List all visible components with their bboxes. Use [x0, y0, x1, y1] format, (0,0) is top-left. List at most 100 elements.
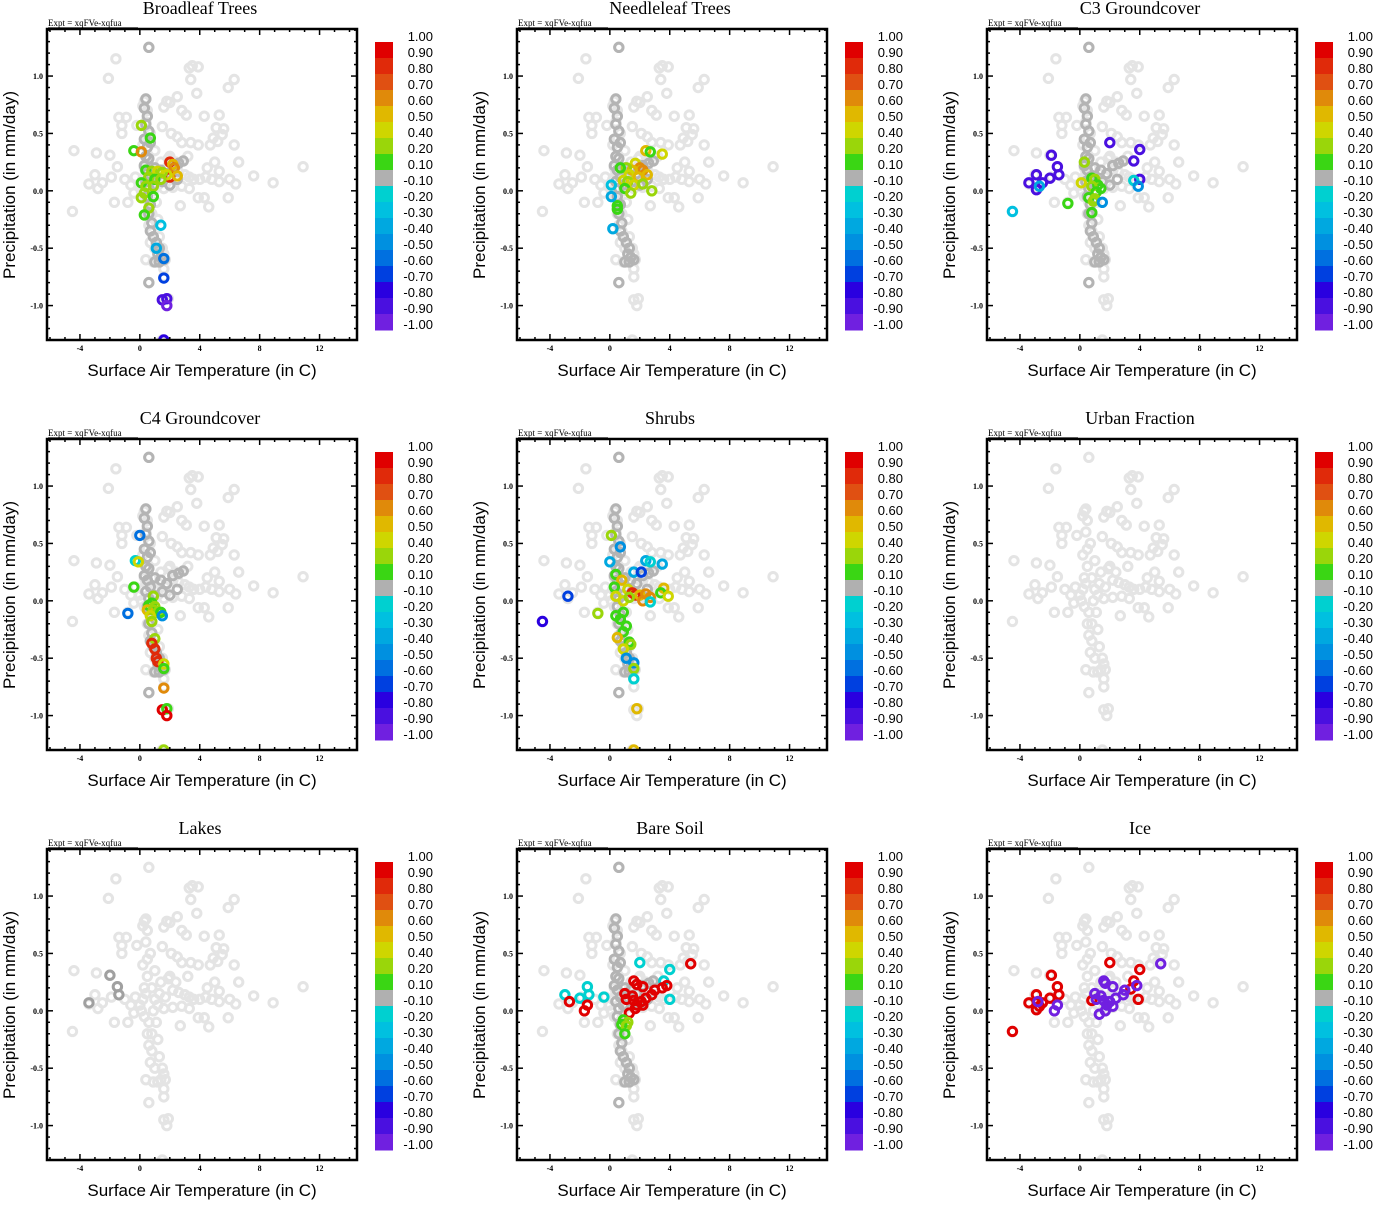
colorbar-label: 0.10: [408, 567, 433, 582]
colorbar-label: 0.80: [1348, 881, 1373, 896]
background-point: [698, 959, 710, 971]
colorbar-segment: [845, 1022, 863, 1039]
panel-svg: C4 Groundcover Expt = xqFVe-xqfua -4 0 4 8 12 -…: [0, 410, 433, 790]
data-point: [147, 180, 160, 192]
colorbar-segment: [1315, 484, 1333, 501]
colorbar-segment: [375, 894, 393, 911]
colorbar-segment: [375, 42, 393, 59]
background-point: [1153, 175, 1165, 188]
background-point: [578, 606, 591, 618]
panel-lakes: Lakes Expt = xqFVe-xqfua -4 0 4 8 12 -1.0 -0.5 0.…: [0, 820, 460, 1230]
colorbar-label: -0.20: [873, 599, 903, 614]
colorbar-label: 0.20: [878, 961, 903, 976]
x-tick-label: 8: [1198, 344, 1202, 353]
background-point: [185, 893, 197, 906]
background-point: [222, 491, 234, 504]
background-point: [218, 533, 230, 545]
below-threshold-point: [171, 583, 183, 596]
y-tick-label: 1.0: [503, 72, 513, 81]
colorbar-segment: [375, 218, 393, 235]
colorbar-label: -0.50: [1343, 1057, 1373, 1072]
background-point: [1122, 560, 1134, 573]
background-point: [698, 73, 710, 86]
background-point: [128, 1007, 140, 1019]
background-point: [574, 149, 586, 161]
y-tick-label: 0.0: [33, 187, 43, 196]
colorbar-label: -0.60: [1343, 663, 1373, 678]
colorbar-segment: [845, 1102, 863, 1119]
background-point: [1092, 1076, 1104, 1088]
below-threshold-point: [1101, 167, 1113, 180]
colorbar-segment: [845, 234, 863, 251]
background-point: [1081, 1028, 1094, 1040]
background-point: [1069, 171, 1082, 183]
colorbar-label: 0.80: [408, 881, 433, 896]
data-point: [161, 709, 173, 722]
colorbar-label: -0.80: [873, 285, 903, 300]
background-point: [628, 101, 640, 113]
x-tick-label: 8: [728, 754, 732, 763]
y-tick-label: -1.0: [500, 1122, 513, 1131]
colorbar-segment: [845, 74, 863, 91]
data-point: [1132, 180, 1144, 192]
background-point: [1044, 559, 1056, 571]
background-point: [1080, 526, 1092, 538]
colorbar-label: -0.40: [403, 1041, 433, 1056]
background-point: [180, 109, 192, 121]
background-point: [1030, 147, 1043, 159]
data-point: [631, 978, 643, 991]
colorbar-segment: [375, 692, 393, 709]
background-point: [83, 588, 95, 600]
panel-svg: Urban Fraction Expt = xqFVe-xqfua -4 0 4 8 12 -…: [940, 410, 1373, 790]
x-axis-label: Surface Air Temperature (in C): [557, 361, 786, 380]
background-point: [180, 519, 192, 531]
x-tick-label: 0: [608, 344, 612, 353]
colorbar-label: -0.50: [403, 1057, 433, 1072]
colorbar-label: -0.40: [403, 631, 433, 646]
colorbar-segment: [845, 596, 863, 613]
background-point: [1162, 491, 1174, 504]
background-point: [661, 907, 673, 919]
colorbar-segment: [845, 42, 863, 59]
background-point: [641, 911, 653, 923]
background-point: [1207, 997, 1219, 1009]
background-point: [1237, 571, 1249, 583]
background-point: [1131, 87, 1143, 99]
background-point: [247, 580, 260, 592]
background-point: [592, 196, 604, 208]
background-point: [1168, 73, 1180, 86]
background-point: [581, 571, 594, 583]
background-point: [1096, 530, 1109, 543]
background-point: [192, 1011, 204, 1024]
background-point: [116, 127, 128, 140]
background-point: [192, 61, 204, 73]
background-point: [572, 72, 585, 85]
colorbar-segment: [845, 218, 863, 235]
data-point: [1045, 969, 1058, 981]
data-point: [592, 607, 604, 620]
background-point: [662, 191, 674, 204]
background-point: [1172, 156, 1185, 168]
below-threshold-point: [1083, 125, 1095, 137]
colorbar-label: -0.90: [403, 301, 433, 316]
background-point: [683, 165, 695, 178]
background-point: [1144, 139, 1156, 151]
colorbar-label: 0.50: [1348, 109, 1373, 124]
background-point: [598, 597, 610, 609]
background-point: [688, 533, 700, 545]
colorbar-segment: [1315, 1086, 1333, 1103]
background-point: [158, 101, 170, 113]
background-point: [152, 1033, 164, 1046]
colorbar-label: -1.00: [1343, 1137, 1373, 1152]
background-point: [183, 182, 195, 195]
scatter-points: [536, 451, 779, 750]
data-point: [158, 682, 170, 694]
data-point: [155, 219, 167, 231]
below-threshold-point: [613, 125, 625, 137]
x-tick-label: 0: [1078, 754, 1082, 763]
colorbar-label: -0.70: [1343, 269, 1373, 284]
colorbar-label: 0.60: [878, 913, 903, 928]
y-tick-label: 0.0: [33, 597, 43, 606]
colorbar-segment: [375, 468, 393, 485]
background-point: [1074, 589, 1086, 601]
